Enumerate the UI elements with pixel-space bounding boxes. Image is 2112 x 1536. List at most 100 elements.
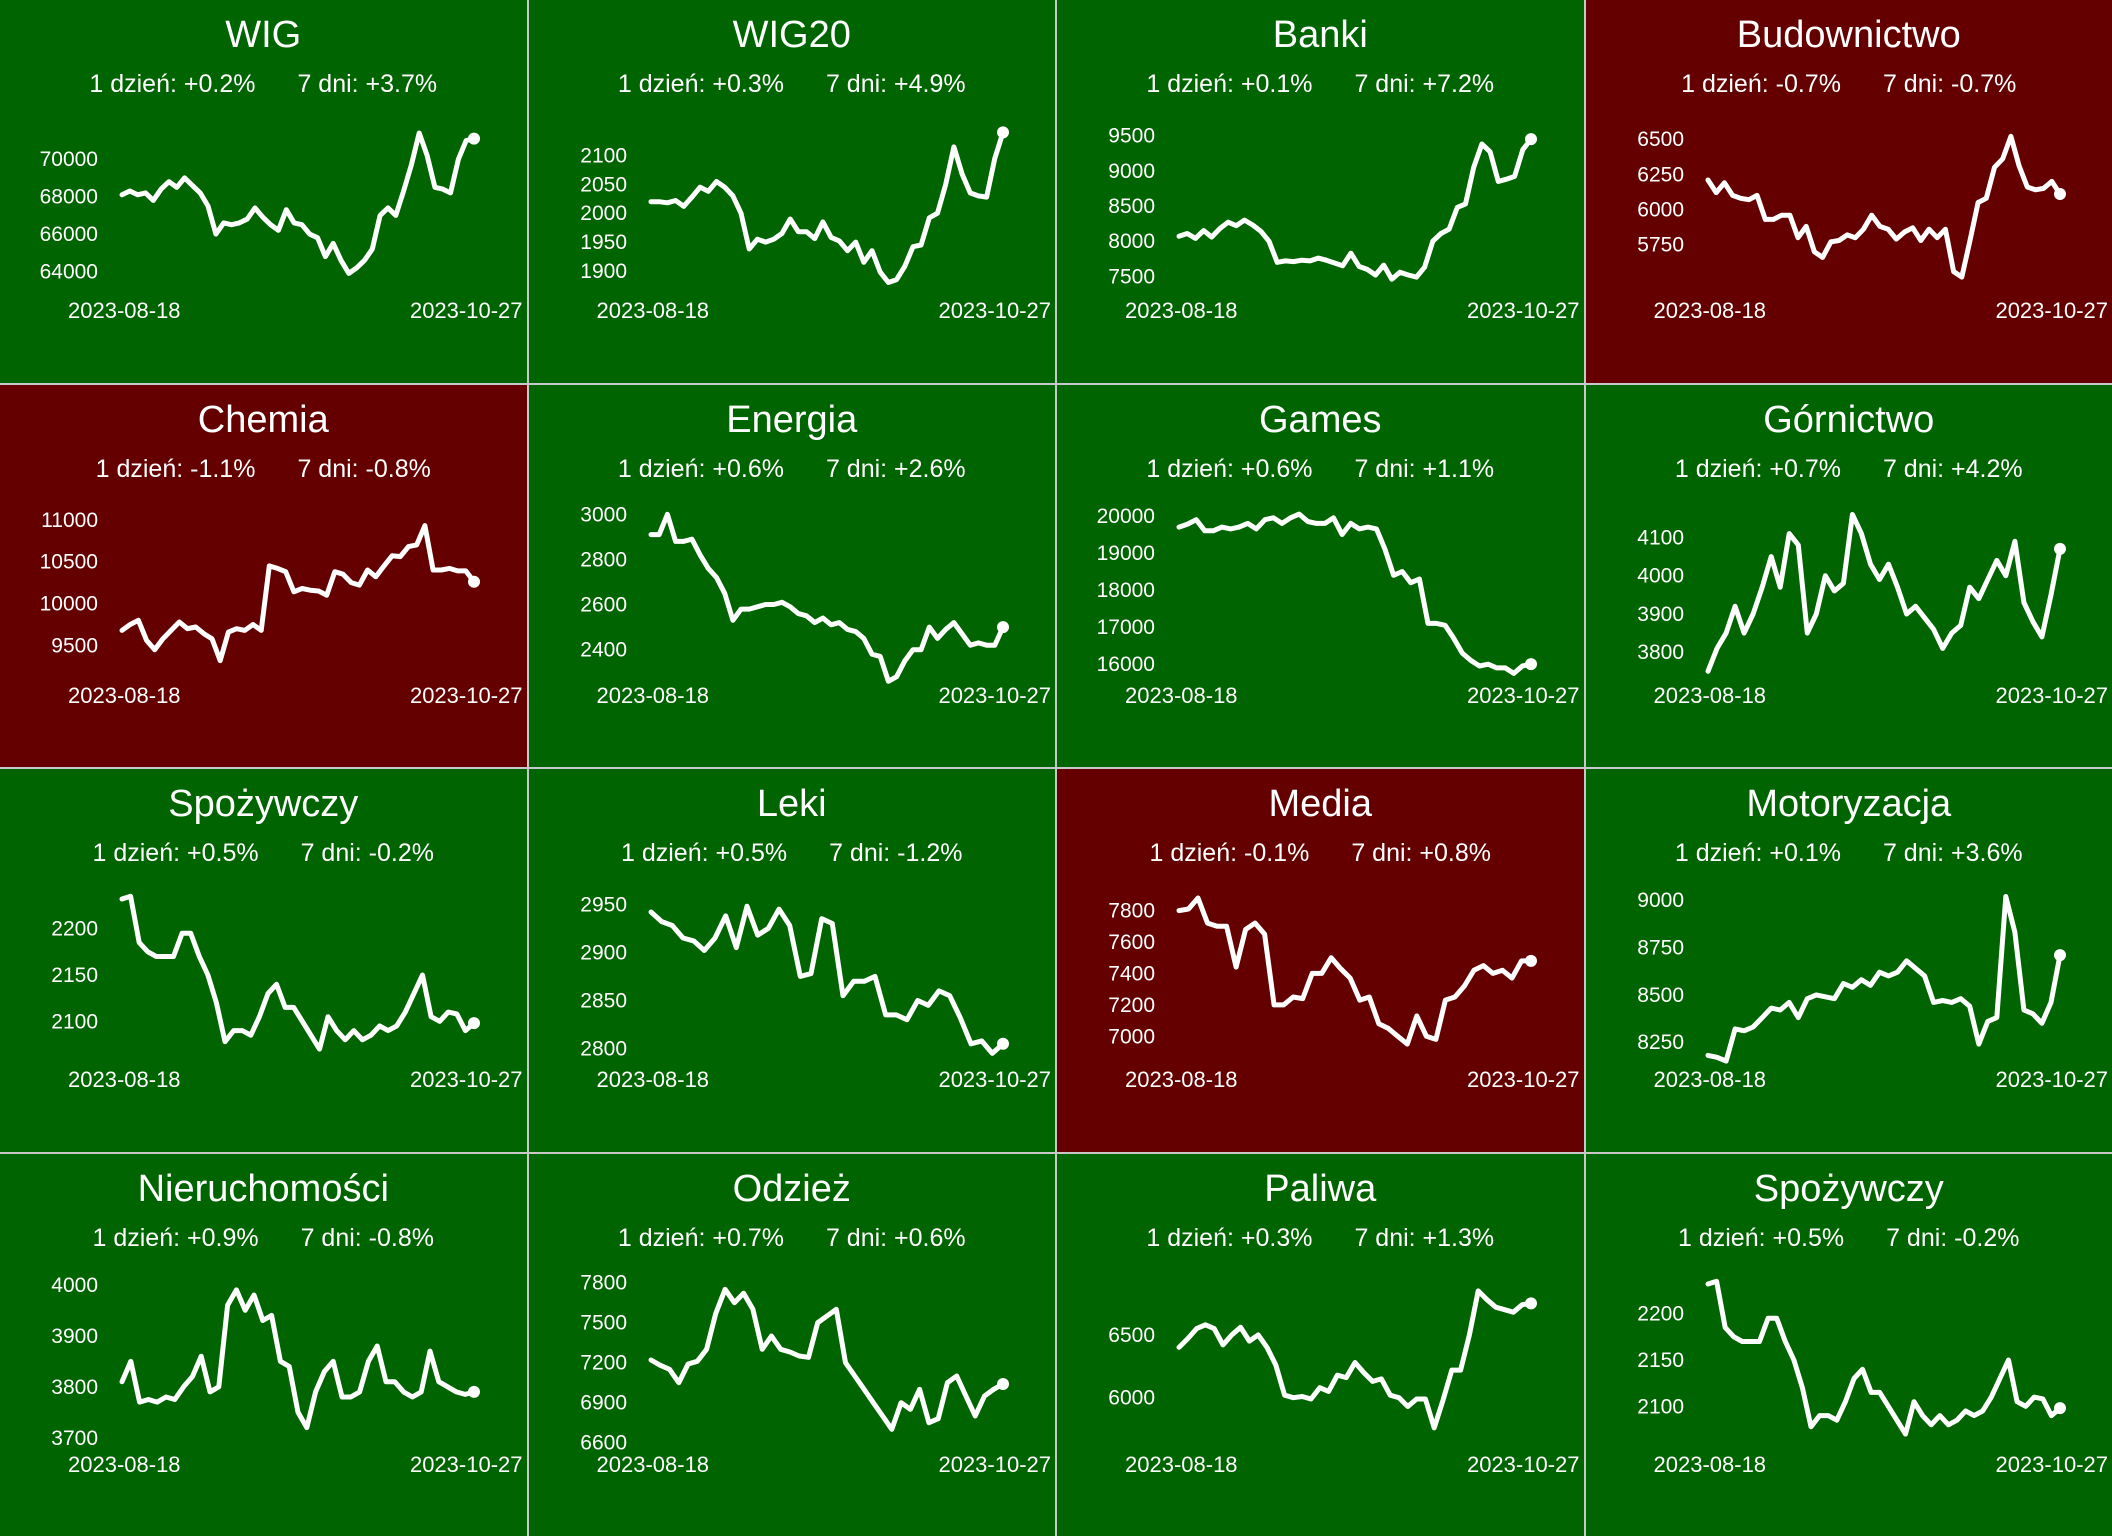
last-value-marker	[2053, 542, 2066, 555]
line-chart: 2400 2600 2800 3000	[580, 503, 1009, 684]
x-start-date: 2023-08-18	[1653, 1451, 1767, 1477]
y-tick-label: 7500	[1108, 265, 1155, 288]
week-change-label: 7 dni: +4.9%	[825, 70, 966, 98]
x-end-date: 2023-10-27	[938, 1067, 1051, 1092]
day-change-label: 1 dzień: +0.1%	[1146, 70, 1313, 98]
x-end-date: 2023-10-27	[1995, 298, 2108, 323]
y-tick-label: 6900	[580, 1391, 627, 1414]
y-tick-label: 66000	[40, 223, 98, 246]
price-line	[1705, 133, 2062, 280]
x-end-date: 2023-10-27	[1995, 682, 2108, 708]
sector-panel: Motoryzacja 1 dzień: +0.1% 7 dni: +3.6% 825…	[1585, 769, 2112, 1152]
price-line	[648, 1286, 1005, 1432]
x-start-date: 2023-08-18	[68, 1067, 181, 1092]
line-chart: 2800 2850 2900 2950	[580, 893, 1009, 1061]
y-tick-label: 7400	[1108, 962, 1155, 985]
day-change-label: 1 dzień: +0.2%	[89, 70, 256, 98]
sector-panel: Media 1 dzień: -0.1% 7 dni: +0.8% 7000 7200 7…	[1057, 769, 1584, 1152]
y-tick-label: 68000	[40, 186, 98, 209]
week-change-label: 7 dni: +0.6%	[825, 1223, 966, 1252]
sector-panel: Górnictwo 1 dzień: +0.7% 7 dni: +4.2% 3800 3…	[1585, 384, 2112, 767]
price-line	[648, 129, 1005, 285]
y-tick-label: 10500	[40, 550, 98, 573]
last-value-marker	[1525, 657, 1537, 670]
y-tick-label: 2800	[580, 548, 627, 571]
last-value-marker	[1525, 1296, 1537, 1309]
x-start-date: 2023-08-18	[1125, 1067, 1238, 1092]
line-chart: 64000 66000 68000 70000	[40, 130, 480, 284]
sector-panel: Nieruchomości 1 dzień: +0.9% 7 dni: -0.8% 3…	[0, 1153, 527, 1536]
y-tick-label: 4000	[51, 1273, 98, 1296]
price-line	[1705, 511, 2062, 674]
day-change-label: 1 dzień: +0.7%	[1674, 454, 1841, 483]
y-tick-label: 3700	[51, 1426, 98, 1449]
y-tick-label: 2100	[51, 1010, 98, 1033]
last-value-marker	[468, 1017, 480, 1030]
week-change-label: 7 dni: +4.2%	[1882, 454, 2023, 483]
panel-stats: 1 dzień: +0.3% 7 dni: +4.9%	[529, 70, 1056, 99]
y-tick-label: 7000	[1108, 1025, 1155, 1048]
price-line	[119, 130, 477, 276]
price-line	[1176, 895, 1534, 1047]
week-change-label: 7 dni: +3.6%	[1882, 839, 2023, 867]
x-end-date: 2023-10-27	[409, 298, 523, 323]
price-line	[1176, 511, 1534, 676]
x-start-date: 2023-08-18	[596, 298, 710, 323]
y-tick-label: 3900	[51, 1324, 98, 1347]
last-value-marker	[2053, 1401, 2066, 1414]
y-tick-label: 19000	[1097, 542, 1155, 565]
y-tick-label: 9000	[1637, 889, 1684, 912]
x-end-date: 2023-10-27	[409, 682, 523, 708]
sector-panel: Leki 1 dzień: +0.5% 7 dni: -1.2% 2800 2850 29…	[528, 769, 1056, 1152]
y-tick-label: 6000	[1108, 1386, 1155, 1409]
y-tick-label: 2150	[51, 964, 98, 987]
panel-title: Games	[1259, 398, 1382, 441]
week-change-label: 7 dni: -0.8%	[297, 454, 431, 483]
panel-stats: 1 dzień: +0.3% 7 dni: +1.3%	[1057, 1224, 1584, 1253]
day-change-label: 1 dzień: +0.5%	[1677, 1223, 1845, 1252]
last-value-marker	[996, 1377, 1009, 1390]
y-tick-label: 2900	[580, 941, 627, 964]
y-tick-label: 7200	[1108, 994, 1155, 1017]
y-tick-label: 9500	[1108, 125, 1155, 148]
x-end-date: 2023-10-27	[1466, 1067, 1580, 1092]
panel-title: Motoryzacja	[1746, 783, 1952, 825]
x-start-date: 2023-08-18	[68, 682, 181, 708]
week-change-label: 7 dni: -0.2%	[1886, 1223, 2020, 1252]
line-chart: 16000 17000 18000 19000 20000	[1097, 504, 1537, 676]
week-change-label: 7 dni: -1.2%	[829, 839, 963, 867]
y-tick-label: 17000	[1097, 616, 1155, 639]
day-change-label: 1 dzień: +0.3%	[617, 70, 784, 98]
week-change-label: 7 dni: -0.2%	[300, 839, 434, 867]
y-tick-label: 18000	[1097, 579, 1155, 602]
day-change-label: 1 dzień: +0.3%	[1146, 1223, 1313, 1252]
sector-panel: WIG20 1 dzień: +0.3% 7 dni: +4.9% 1900 1950 2…	[528, 0, 1056, 383]
panel-stats: 1 dzień: +0.5% 7 dni: -1.2%	[529, 839, 1056, 868]
panel-title: Chemia	[197, 398, 329, 441]
x-start-date: 2023-08-18	[1125, 682, 1238, 708]
week-change-label: 7 dni: +7.2%	[1354, 70, 1495, 98]
y-tick-label: 6250	[1637, 163, 1684, 186]
y-tick-label: 3000	[580, 503, 627, 526]
y-tick-label: 11000	[41, 508, 98, 531]
y-tick-label: 2600	[580, 593, 627, 616]
y-tick-label: 16000	[1097, 653, 1155, 676]
line-chart: 1900 1950 2000 2050 2100	[580, 126, 1009, 285]
y-tick-label: 2200	[51, 918, 98, 941]
day-change-label: 1 dzień: +0.5%	[92, 839, 259, 867]
y-tick-label: 2950	[580, 893, 627, 916]
day-change-label: 1 dzień: +0.9%	[92, 1223, 259, 1252]
day-change-label: 1 dzień: -0.7%	[1681, 70, 1841, 98]
panel-title: Budownictwo	[1736, 14, 1961, 56]
sector-panel: Banki 1 dzień: +0.1% 7 dni: +7.2% 7500 8000 8…	[1057, 0, 1584, 383]
y-tick-label: 8000	[1108, 230, 1155, 253]
panel-title: Górnictwo	[1763, 398, 1935, 441]
y-tick-label: 2200	[1637, 1302, 1684, 1325]
y-tick-label: 3800	[51, 1375, 98, 1398]
x-end-date: 2023-10-27	[1466, 682, 1580, 708]
week-change-label: 7 dni: +1.3%	[1354, 1223, 1495, 1252]
last-value-marker	[996, 1037, 1009, 1050]
price-line	[1705, 894, 2062, 1064]
x-end-date: 2023-10-27	[1995, 1451, 2108, 1477]
